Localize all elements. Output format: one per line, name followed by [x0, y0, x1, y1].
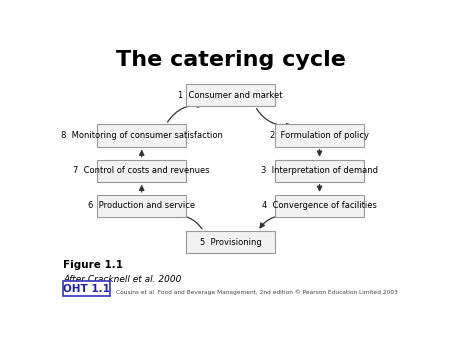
FancyBboxPatch shape: [186, 231, 275, 253]
Text: 1  Consumer and market: 1 Consumer and market: [178, 91, 283, 100]
Text: 4  Convergence of facilities: 4 Convergence of facilities: [262, 201, 377, 210]
Text: The catering cycle: The catering cycle: [116, 50, 346, 70]
FancyBboxPatch shape: [63, 281, 110, 296]
Text: 3  Interpretation of demand: 3 Interpretation of demand: [261, 166, 378, 175]
FancyBboxPatch shape: [97, 160, 186, 182]
Text: Figure 1.1: Figure 1.1: [63, 261, 123, 270]
Text: After Cracknell et al. 2000: After Cracknell et al. 2000: [63, 275, 182, 284]
Text: OHT 1.1: OHT 1.1: [63, 284, 110, 294]
Text: 5  Provisioning: 5 Provisioning: [200, 238, 261, 247]
FancyBboxPatch shape: [275, 124, 364, 147]
Text: 7  Control of costs and revenues: 7 Control of costs and revenues: [73, 166, 210, 175]
Text: 8  Monitoring of consumer satisfaction: 8 Monitoring of consumer satisfaction: [61, 131, 223, 140]
Text: 6  Production and service: 6 Production and service: [88, 201, 195, 210]
FancyBboxPatch shape: [97, 195, 186, 217]
FancyBboxPatch shape: [275, 195, 364, 217]
Text: 2  Formulation of policy: 2 Formulation of policy: [270, 131, 369, 140]
Text: Cousins et al  Food and Beverage Management, 2nd edition © Pearson Education Lim: Cousins et al Food and Beverage Manageme…: [116, 289, 398, 295]
FancyBboxPatch shape: [275, 160, 364, 182]
FancyBboxPatch shape: [97, 124, 186, 147]
FancyBboxPatch shape: [186, 84, 275, 106]
